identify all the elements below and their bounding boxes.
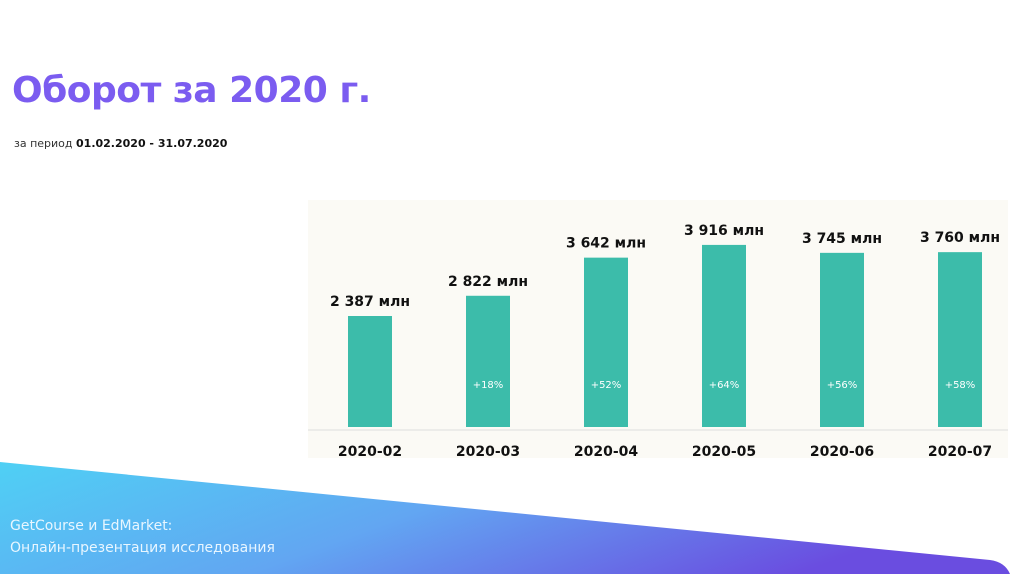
value-label: 3 642 млн	[566, 236, 646, 252]
bar	[584, 257, 628, 427]
growth-label: +58%	[945, 380, 976, 391]
period-label: за период	[14, 137, 73, 150]
bar	[820, 252, 864, 427]
x-tick-label: 2020-06	[810, 444, 874, 458]
footer-line-2: Онлайн-презентация исследования	[10, 540, 275, 556]
growth-label: +56%	[827, 380, 858, 391]
x-tick-label: 2020-04	[574, 444, 639, 458]
growth-label: +64%	[709, 380, 740, 391]
x-tick-label: 2020-05	[692, 444, 756, 458]
bar	[348, 316, 392, 427]
growth-label: +52%	[591, 380, 622, 391]
x-tick-label: 2020-02	[338, 444, 402, 458]
chart-panel: 2 387 млн 2020-02 2 822 млн +18% 2020-03 3 64…	[308, 200, 1008, 458]
bar-chart: 2 387 млн 2020-02 2 822 млн +18% 2020-03 3 64…	[308, 223, 1008, 458]
x-tick-label: 2020-07	[928, 444, 992, 458]
footer-line-1: GetCourse и EdMarket:	[10, 518, 173, 534]
value-label: 3 916 млн	[684, 223, 764, 239]
value-label: 3 760 млн	[920, 230, 1000, 246]
bar	[702, 244, 746, 427]
period-value: 01.02.2020 - 31.07.2020	[76, 137, 228, 150]
value-label: 2 387 млн	[330, 294, 410, 310]
growth-label: +18%	[473, 380, 504, 391]
value-label: 2 822 млн	[448, 274, 528, 290]
period-subtitle: за период 01.02.2020 - 31.07.2020	[14, 137, 227, 150]
bar	[466, 295, 510, 427]
page-title: Оборот за 2020 г.	[12, 70, 371, 111]
bar	[938, 252, 982, 427]
value-label: 3 745 млн	[802, 231, 882, 247]
x-tick-label: 2020-03	[456, 444, 520, 458]
